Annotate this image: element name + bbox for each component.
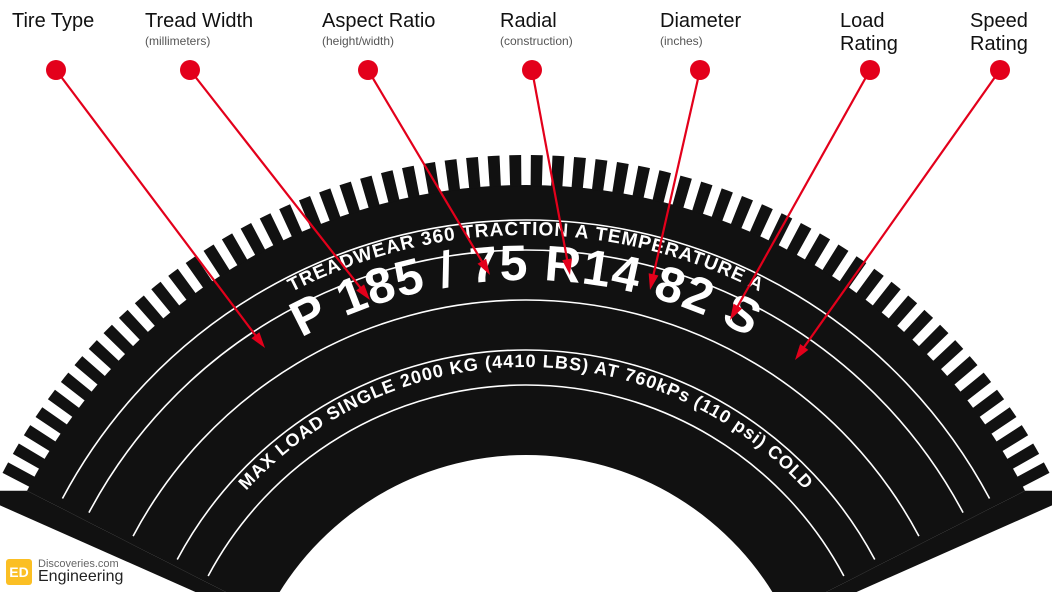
watermark: ED Discoveries.com Engineering [6, 558, 123, 586]
tire-diagram: TREADWEAR 360 TRACTION A TEMPERATURE A P… [0, 0, 1052, 592]
watermark-bottom: Engineering [38, 568, 123, 586]
watermark-logo: ED [6, 559, 32, 585]
